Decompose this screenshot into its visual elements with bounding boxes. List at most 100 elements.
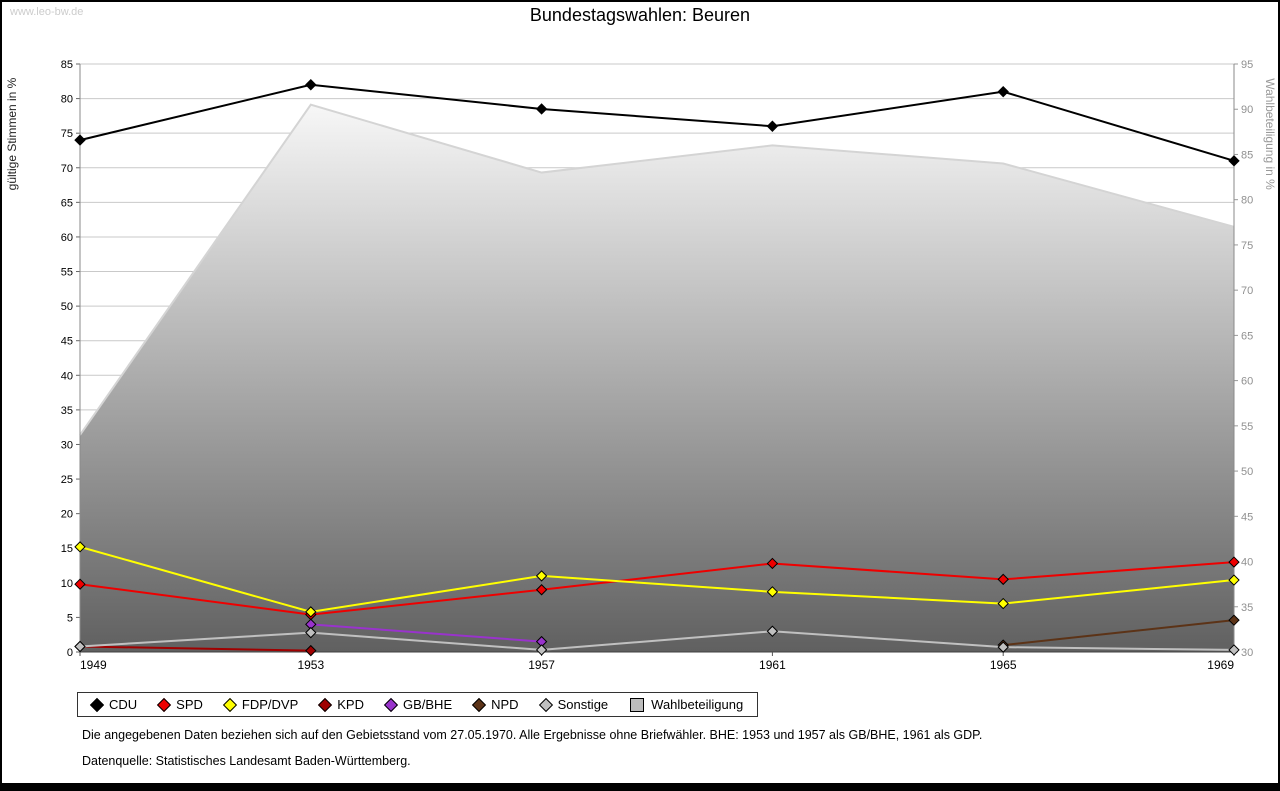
line-chart: 0 5 10 15 20 25 30 35 40 45 50 55 60 65 70 75 80 85 30 35 40… [5, 59, 1277, 672]
svg-text:65: 65 [61, 197, 73, 209]
svg-text:55: 55 [61, 267, 73, 279]
svg-text:1961: 1961 [759, 658, 786, 672]
legend-label-sonstige: Sonstige [557, 697, 609, 712]
series-gb-bhe [305, 618, 548, 648]
marker-spd [535, 584, 548, 596]
legend-item-spd: SPD [157, 697, 203, 712]
svg-text:15: 15 [61, 543, 73, 555]
svg-text:90: 90 [1241, 104, 1253, 116]
svg-text:80: 80 [1241, 195, 1253, 207]
legend-item-wahlbeteiligung: Wahlbeteiligung [630, 697, 743, 712]
svg-text:25: 25 [61, 474, 73, 486]
legend-marker-sonstige-icon [538, 697, 553, 712]
svg-text:10: 10 [61, 578, 73, 590]
svg-text:40: 40 [1241, 557, 1253, 569]
marker-cdu [766, 120, 779, 132]
marker-gb-bhe [535, 635, 548, 648]
svg-text:65: 65 [1241, 330, 1253, 342]
marker-cdu [535, 103, 548, 115]
legend-marker-gb-bhe-icon [383, 697, 399, 712]
left-axis-title: gültige Stimmen in % [5, 77, 19, 190]
legend-label-gb-bhe: GB/BHE [402, 697, 453, 712]
marker-sonstige [305, 626, 317, 639]
legend-marker-spd-icon [157, 697, 172, 712]
x-axis: 1949 1953 1957 1961 1965 1969 [79, 652, 1235, 672]
area-wahlbeteiligung [80, 104, 1234, 652]
area-edge [79, 103, 1235, 436]
svg-text:85: 85 [61, 59, 73, 71]
marker-kpd [305, 644, 317, 657]
svg-text:50: 50 [61, 301, 73, 313]
svg-text:35: 35 [61, 405, 73, 417]
series-fdp-dvp [74, 541, 1240, 618]
legend-item-sonstige: Sonstige [538, 697, 609, 712]
legend-label-cdu: CDU [109, 697, 138, 712]
series-sonstige [74, 625, 1240, 656]
marker-fdp-dvp [1228, 574, 1240, 586]
legend-item-fdp-dvp: FDP/DVP [222, 697, 299, 712]
watermark: www.leo-bw.de [10, 6, 84, 18]
marker-sonstige [997, 641, 1009, 653]
svg-text:0: 0 [67, 647, 73, 659]
marker-cdu [74, 134, 86, 146]
right-axis: 30 35 40 45 50 55 60 65 70 75 80 85 90 95 [1234, 59, 1253, 659]
marker-sonstige [74, 640, 86, 653]
svg-text:80: 80 [61, 94, 73, 106]
chart-title: Bundestagswahlen: Beuren [529, 5, 751, 25]
svg-text:40: 40 [61, 370, 73, 382]
legend-label-wahlbeteiligung: Wahlbeteiligung [651, 697, 744, 712]
legend-marker-cdu-icon [89, 697, 105, 712]
marker-spd [74, 578, 86, 590]
footnote: Die angegebenen Daten beziehen sich auf … [82, 728, 983, 742]
legend-label-spd: SPD [176, 697, 203, 712]
marker-sonstige [535, 644, 548, 656]
marker-npd [1228, 614, 1240, 626]
svg-text:60: 60 [61, 232, 73, 244]
legend-marker-npd-icon [472, 697, 487, 712]
legend-label-npd: NPD [491, 697, 519, 712]
svg-text:55: 55 [1241, 421, 1253, 433]
legend-label-fdp-dvp: FDP/DVP [241, 697, 299, 712]
marker-spd [997, 573, 1009, 586]
svg-text:1965: 1965 [990, 658, 1017, 672]
svg-text:1969: 1969 [1207, 658, 1234, 672]
svg-text:5: 5 [67, 612, 73, 624]
footer: Die angegebenen Daten beziehen sich auf … [82, 728, 982, 780]
marker-gb-bhe [305, 618, 317, 631]
svg-text:85: 85 [1241, 149, 1253, 161]
svg-text:75: 75 [61, 128, 73, 140]
marker-sonstige [1228, 644, 1240, 656]
legend: CDU SPD FDP/DVP KPD GB/BHE NPD Sonstige Wahlbet… [77, 692, 759, 717]
svg-text:35: 35 [1241, 602, 1253, 614]
legend-label-kpd: KPD [337, 697, 364, 712]
marker-spd [1228, 556, 1240, 568]
svg-text:1953: 1953 [297, 658, 324, 672]
svg-text:1957: 1957 [528, 658, 555, 672]
marker-cdu [1228, 155, 1240, 167]
svg-text:50: 50 [1241, 466, 1253, 478]
svg-text:45: 45 [61, 336, 73, 348]
marker-cdu [305, 79, 317, 91]
legend-item-kpd: KPD [318, 697, 364, 712]
marker-fdp-dvp [766, 586, 779, 598]
marker-fdp-dvp [997, 597, 1009, 610]
legend-item-npd: NPD [472, 697, 519, 712]
svg-text:1949: 1949 [80, 658, 107, 672]
marker-fdp-dvp [535, 570, 548, 582]
series-cdu [74, 79, 1240, 167]
legend-marker-kpd-icon [318, 697, 333, 712]
svg-text:70: 70 [61, 163, 73, 175]
legend-marker-wahlbeteiligung-icon [630, 697, 645, 712]
right-axis-title: Wahlbeteiligung in % [1263, 78, 1277, 190]
marker-fdp-dvp [74, 541, 86, 553]
svg-text:95: 95 [1241, 59, 1253, 71]
svg-text:70: 70 [1241, 285, 1253, 297]
svg-text:30: 30 [61, 439, 73, 451]
legend-marker-fdp-dvp-icon [222, 697, 237, 712]
legend-item-cdu: CDU [89, 697, 138, 712]
svg-text:20: 20 [61, 509, 73, 521]
svg-text:75: 75 [1241, 240, 1253, 252]
svg-text:30: 30 [1241, 647, 1253, 659]
marker-sonstige [766, 625, 779, 637]
